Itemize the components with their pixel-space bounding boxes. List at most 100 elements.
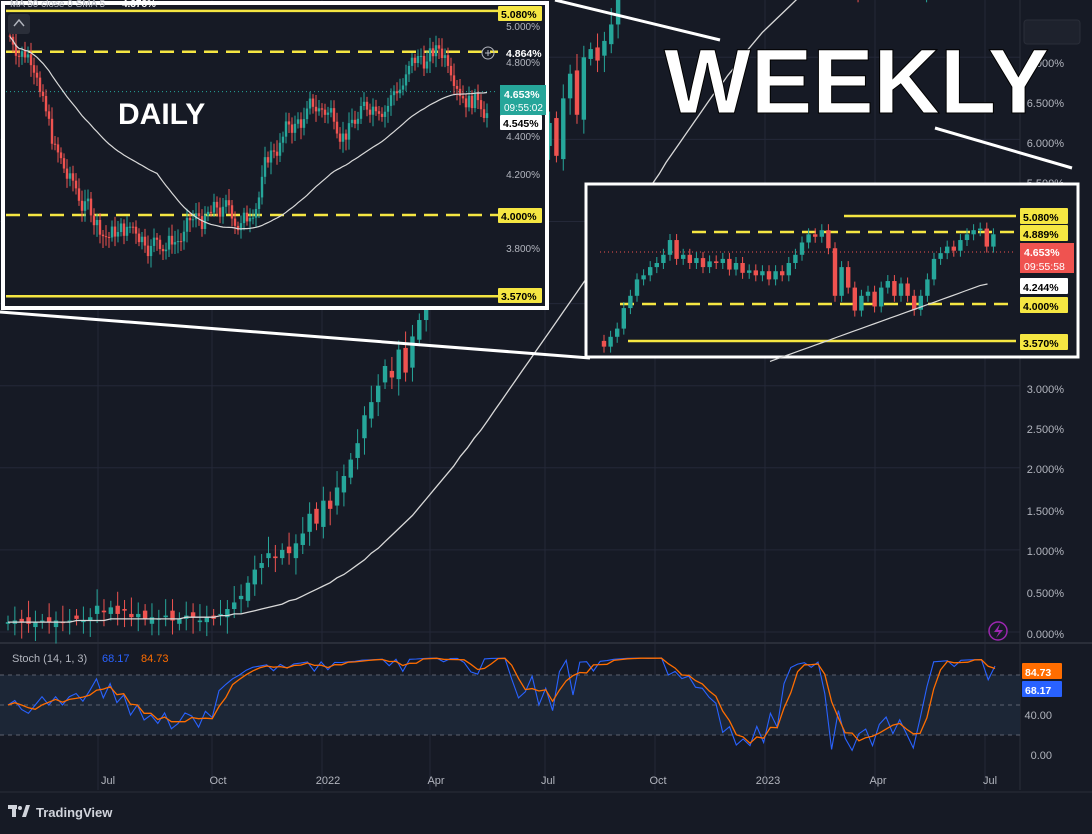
- candle-body: [197, 620, 203, 623]
- candle-body: [101, 610, 107, 613]
- candle-body: [218, 613, 223, 615]
- daily-candle-body: [392, 91, 396, 96]
- zoom-candle-body: [984, 228, 989, 247]
- daily-candle-body: [413, 57, 417, 64]
- zoom-candle-body: [892, 281, 897, 296]
- zoom-candle-body: [978, 228, 983, 231]
- sma-50-line: [8, 0, 798, 623]
- candle-body: [417, 320, 422, 340]
- zoom-candle-body: [832, 248, 838, 296]
- daily-candle-body: [236, 225, 240, 231]
- zoom-label-5080-bg: [1020, 208, 1068, 224]
- zoom-candles: [601, 222, 996, 353]
- daily-candle-body: [467, 95, 471, 108]
- zoom-frame: [584, 182, 1080, 359]
- candle-body: [177, 618, 182, 624]
- weekly-price-axis-label: 2.000%: [1027, 464, 1065, 476]
- daily-candle-body: [89, 198, 93, 216]
- candle-body: [314, 508, 319, 524]
- candle-body: [567, 73, 573, 99]
- zoom-label-3570-bg: [1020, 334, 1068, 350]
- zoom-candle-body: [667, 240, 673, 255]
- candle-body: [163, 615, 168, 618]
- daily-candle-body: [323, 109, 327, 115]
- zoom-candle-body: [628, 295, 633, 309]
- time-axis-label: Jul: [101, 775, 115, 787]
- zoom-candle-body: [608, 336, 613, 347]
- daily-candle-body: [407, 65, 411, 75]
- daily-candle-body: [338, 133, 342, 142]
- daily-candle-body: [374, 106, 378, 112]
- candle-body: [40, 620, 45, 623]
- candle-body: [33, 622, 38, 628]
- daily-candle-body: [365, 101, 369, 110]
- candle-body: [609, 24, 614, 45]
- daily-candle-body: [167, 235, 171, 250]
- daily-candle-body: [8, 35, 12, 37]
- daily-price-axis-label: 5.000%: [506, 22, 540, 33]
- daily-candle-body: [239, 223, 243, 231]
- daily-candle-body: [212, 201, 216, 213]
- candle-body: [389, 370, 395, 378]
- daily-candle-body: [68, 173, 72, 179]
- daily-candle-body: [20, 51, 24, 57]
- daily-candle-body: [341, 133, 345, 142]
- daily-candle-body: [179, 241, 183, 243]
- daily-candle-body: [443, 55, 447, 59]
- daily-candle-body: [161, 248, 165, 252]
- weekly-price-axis-label: 1.000%: [1027, 546, 1065, 558]
- daily-candle-body: [131, 226, 135, 228]
- time-axis-label: Apr: [869, 775, 886, 787]
- daily-candle-body: [296, 119, 300, 124]
- daily-candle-body: [62, 158, 66, 169]
- daily-candle-body: [482, 109, 486, 118]
- daily-candle-body: [434, 45, 438, 57]
- candle-body: [300, 533, 305, 545]
- zoom-label-5080: 5.080%: [1023, 212, 1059, 224]
- daily-candle-body: [215, 201, 219, 208]
- daily-inset: MA 50 close 0 SMA 5 4.378% DAILY 5.000% 4.80…: [1, 0, 549, 310]
- daily-candle-body: [305, 108, 309, 120]
- daily-candle-body: [299, 119, 303, 128]
- zoom-candle-body: [674, 240, 679, 259]
- daily-candle-body: [293, 123, 297, 133]
- weekly-price-axis-label: 6.500%: [1027, 98, 1065, 110]
- candle-body: [204, 617, 209, 623]
- daily-candle-body: [266, 157, 270, 163]
- candle-body: [81, 620, 86, 623]
- add-alert-icon-plus: [485, 50, 491, 56]
- zoom-label-4000: 4.000%: [1023, 301, 1059, 313]
- candle-body: [382, 365, 388, 383]
- daily-candle-body: [308, 98, 312, 109]
- candle-body: [136, 613, 141, 618]
- zoom-candle-body: [654, 263, 659, 268]
- zoom-candle-body: [846, 267, 851, 288]
- daily-price-axis-label: 4.800%: [506, 58, 540, 69]
- candle-body: [142, 610, 148, 619]
- zoom-candle-body: [839, 267, 844, 296]
- time-axis-label: Oct: [209, 775, 226, 787]
- candle-body: [129, 613, 134, 618]
- candle-body: [19, 618, 24, 623]
- daily-candle-body: [458, 88, 462, 97]
- daily-candle-body: [455, 85, 459, 89]
- candle-body: [190, 612, 196, 618]
- daily-label-countdown: 09:55:02: [504, 103, 543, 114]
- daily-price-axis-label: 4.400%: [506, 132, 540, 143]
- footer-brand[interactable]: TradingView: [8, 802, 112, 822]
- weekly-zoom-box: 5.080% 4.889% 4.653% 09:55:58 4.244% 4.000% 3.…: [584, 182, 1080, 362]
- daily-candle-body: [116, 232, 120, 237]
- weekly-price-axis-label: 3.000%: [1027, 384, 1065, 396]
- time-axis-label: Apr: [427, 775, 444, 787]
- daily-candle-body: [218, 207, 222, 217]
- daily-candle-body: [353, 119, 357, 124]
- zoom-candle-body: [661, 254, 666, 263]
- zoom-candle-body: [991, 234, 996, 247]
- daily-candle-body: [209, 211, 213, 213]
- time-axis-label: 2022: [316, 775, 340, 787]
- daily-candle-body: [191, 219, 195, 221]
- daily-title: DAILY: [118, 98, 205, 131]
- daily-candle-body: [254, 208, 258, 218]
- daily-candle-body: [329, 108, 333, 113]
